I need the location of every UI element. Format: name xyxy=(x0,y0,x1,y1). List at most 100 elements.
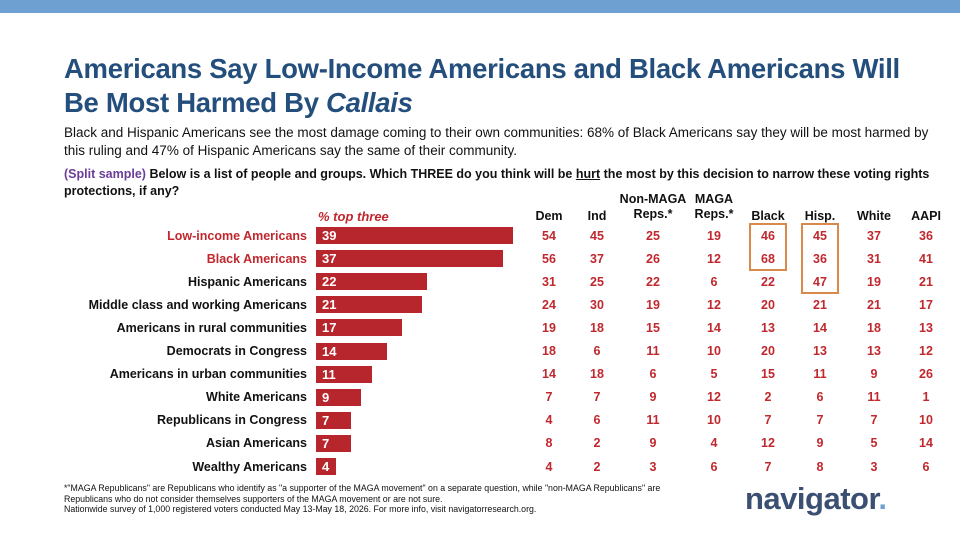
table-cell: 13 xyxy=(867,344,881,358)
title-italic-word: Callais xyxy=(326,87,413,118)
bar xyxy=(316,273,428,291)
table-cell: 11 xyxy=(646,344,660,358)
table-cell: 6 xyxy=(922,459,930,474)
footnote-line-2: Republicans who do not consider themselv… xyxy=(64,493,443,504)
table-cell: 12 xyxy=(707,251,721,266)
question-underlined-word: hurt xyxy=(575,167,601,181)
table-cell: 22 xyxy=(646,274,660,289)
bar xyxy=(316,458,337,475)
table-cell: 11 xyxy=(867,390,881,405)
category-label: Asian Americans xyxy=(206,436,307,451)
column-header-aapi: AAPI xyxy=(911,209,941,223)
top-accent-bar xyxy=(0,0,960,13)
category-label: Black Americans xyxy=(206,251,307,266)
table-cell: 7 xyxy=(545,390,553,405)
column-header-white: White xyxy=(856,209,892,223)
title-line-1: Americans Say Low-Income Americans and B… xyxy=(64,53,900,84)
category-label: Republicans in Congress xyxy=(156,413,307,428)
table-cell: 4 xyxy=(710,436,718,451)
table-cell: 54 xyxy=(542,228,556,243)
table-cell: 12 xyxy=(919,344,933,358)
table-cell: 5 xyxy=(870,436,878,451)
column-header-maga-reps: MAGA Reps.* xyxy=(694,192,734,221)
table-cell: 7 xyxy=(764,459,772,474)
bar xyxy=(316,296,423,314)
table-cell: 11 xyxy=(813,367,827,382)
question-text: (Split sample) Below is a list of people… xyxy=(64,166,944,200)
category-label: Americans in urban communities xyxy=(109,367,307,382)
table-cell: 2 xyxy=(593,459,601,474)
table-cell: 45 xyxy=(813,228,827,243)
footnote-line-1: *"MAGA Republicans" are Republicans who … xyxy=(64,483,661,493)
table-cell: 26 xyxy=(919,367,933,382)
logo-text: navigator xyxy=(745,481,879,516)
category-label: Middle class and working Americans xyxy=(88,297,307,312)
column-header-non-maga-reps: Non-MAGA Reps.* xyxy=(619,192,687,221)
page-title: Americans Say Low-Income Americans and B… xyxy=(64,52,944,120)
table-cell: 7 xyxy=(870,413,878,428)
table-cell: 68 xyxy=(761,251,775,266)
table-cell: 31 xyxy=(542,274,556,289)
footnote-line-3: Nationwide survey of 1,000 registered vo… xyxy=(64,504,537,514)
table-cell: 14 xyxy=(919,436,933,451)
bar-value-label: 22 xyxy=(322,274,337,290)
category-label: Wealthy Americans xyxy=(192,459,307,474)
bar-value-label: 39 xyxy=(322,228,337,243)
question-part-2: the most by this decision to narrow thes… xyxy=(64,167,930,198)
table-cell: 13 xyxy=(813,344,827,358)
highlight-box-black xyxy=(749,223,787,272)
table-cell: 3 xyxy=(870,459,878,474)
bar-value-label: 9 xyxy=(322,389,330,405)
table-cell: 22 xyxy=(761,274,775,289)
bar xyxy=(316,388,362,406)
category-label: Americans in rural communities xyxy=(116,320,307,335)
table-cell: 26 xyxy=(646,251,660,266)
table-cell: 9 xyxy=(816,436,824,451)
bar-value-label: 21 xyxy=(322,297,337,313)
table-cell: 14 xyxy=(542,367,556,382)
table-cell: 8 xyxy=(545,436,553,451)
table-cell: 4 xyxy=(545,459,553,474)
column-header-hisp: Hisp. xyxy=(804,209,836,223)
table-cell: 13 xyxy=(761,320,775,335)
table-cell: 18 xyxy=(590,367,604,382)
table-cell: 36 xyxy=(813,251,827,266)
table-cell: 19 xyxy=(646,297,660,312)
column-header-dem: Dem xyxy=(535,209,563,223)
subtitle: Black and Hispanic Americans see the mos… xyxy=(64,125,929,158)
table-cell: 12 xyxy=(707,390,721,405)
navigator-logo: navigator. xyxy=(745,481,887,517)
bar xyxy=(316,342,387,360)
table-cell: 15 xyxy=(646,320,660,335)
table-cell: 11 xyxy=(646,413,660,428)
table-cell: 12 xyxy=(761,436,775,451)
category-label: White Americans xyxy=(206,390,307,405)
bar-value-label: 11 xyxy=(322,366,336,382)
logo-dot: . xyxy=(878,481,887,516)
table-cell: 30 xyxy=(590,297,604,312)
table-cell: 24 xyxy=(542,297,556,312)
table-cell: 41 xyxy=(919,251,933,266)
bar xyxy=(316,365,372,383)
bar xyxy=(316,227,513,244)
split-sample-tag: (Split sample) xyxy=(64,167,146,181)
table-cell: 6 xyxy=(593,413,601,428)
highlight-box-hisp xyxy=(801,223,839,295)
table-cell: 36 xyxy=(919,228,933,243)
table-cell: 21 xyxy=(813,297,827,312)
column-header-black: Black xyxy=(751,209,785,223)
table-cell: 1 xyxy=(922,390,930,405)
table-cell: 14 xyxy=(707,320,721,335)
table-cell: 6 xyxy=(593,344,601,358)
category-label: Democrats in Congress xyxy=(166,344,307,358)
bar-value-label: 17 xyxy=(322,320,337,336)
table-cell: 13 xyxy=(919,320,933,335)
table-cell: 5 xyxy=(710,367,718,382)
table-cell: 12 xyxy=(707,297,721,312)
table-cell: 37 xyxy=(590,251,604,266)
table-cell: 18 xyxy=(590,320,604,335)
table-cell: 6 xyxy=(710,274,718,289)
question-part-1: Below is a list of people and groups. Wh… xyxy=(145,167,576,181)
table-cell: 9 xyxy=(870,367,878,382)
bar xyxy=(316,411,352,429)
